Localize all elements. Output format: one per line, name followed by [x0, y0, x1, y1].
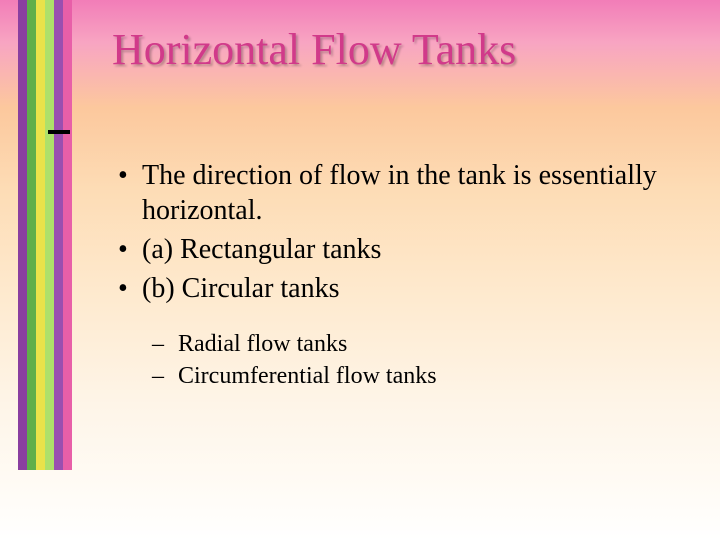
- slide-body: The direction of flow in the tank is ess…: [118, 158, 678, 393]
- slide: Horizontal Flow Tanks The direction of f…: [0, 0, 720, 540]
- decorative-sidebar: [18, 0, 72, 470]
- bullet-item: The direction of flow in the tank is ess…: [118, 158, 678, 228]
- stripe-6: [63, 0, 72, 470]
- sub-bullet-item: Radial flow tanks: [118, 328, 678, 360]
- stripe-1: [18, 0, 27, 470]
- bullet-item: (a) Rectangular tanks: [118, 232, 678, 267]
- sub-bullet-item: Circumferential flow tanks: [118, 360, 678, 392]
- accent-tick: [48, 130, 70, 134]
- bullet-item: (b) Circular tanks: [118, 271, 678, 306]
- slide-title: Horizontal Flow Tanks: [112, 24, 516, 75]
- stripe-4: [45, 0, 54, 470]
- stripe-2: [27, 0, 36, 470]
- stripe-5: [54, 0, 63, 470]
- spacer: [118, 310, 678, 328]
- stripe-3: [36, 0, 45, 470]
